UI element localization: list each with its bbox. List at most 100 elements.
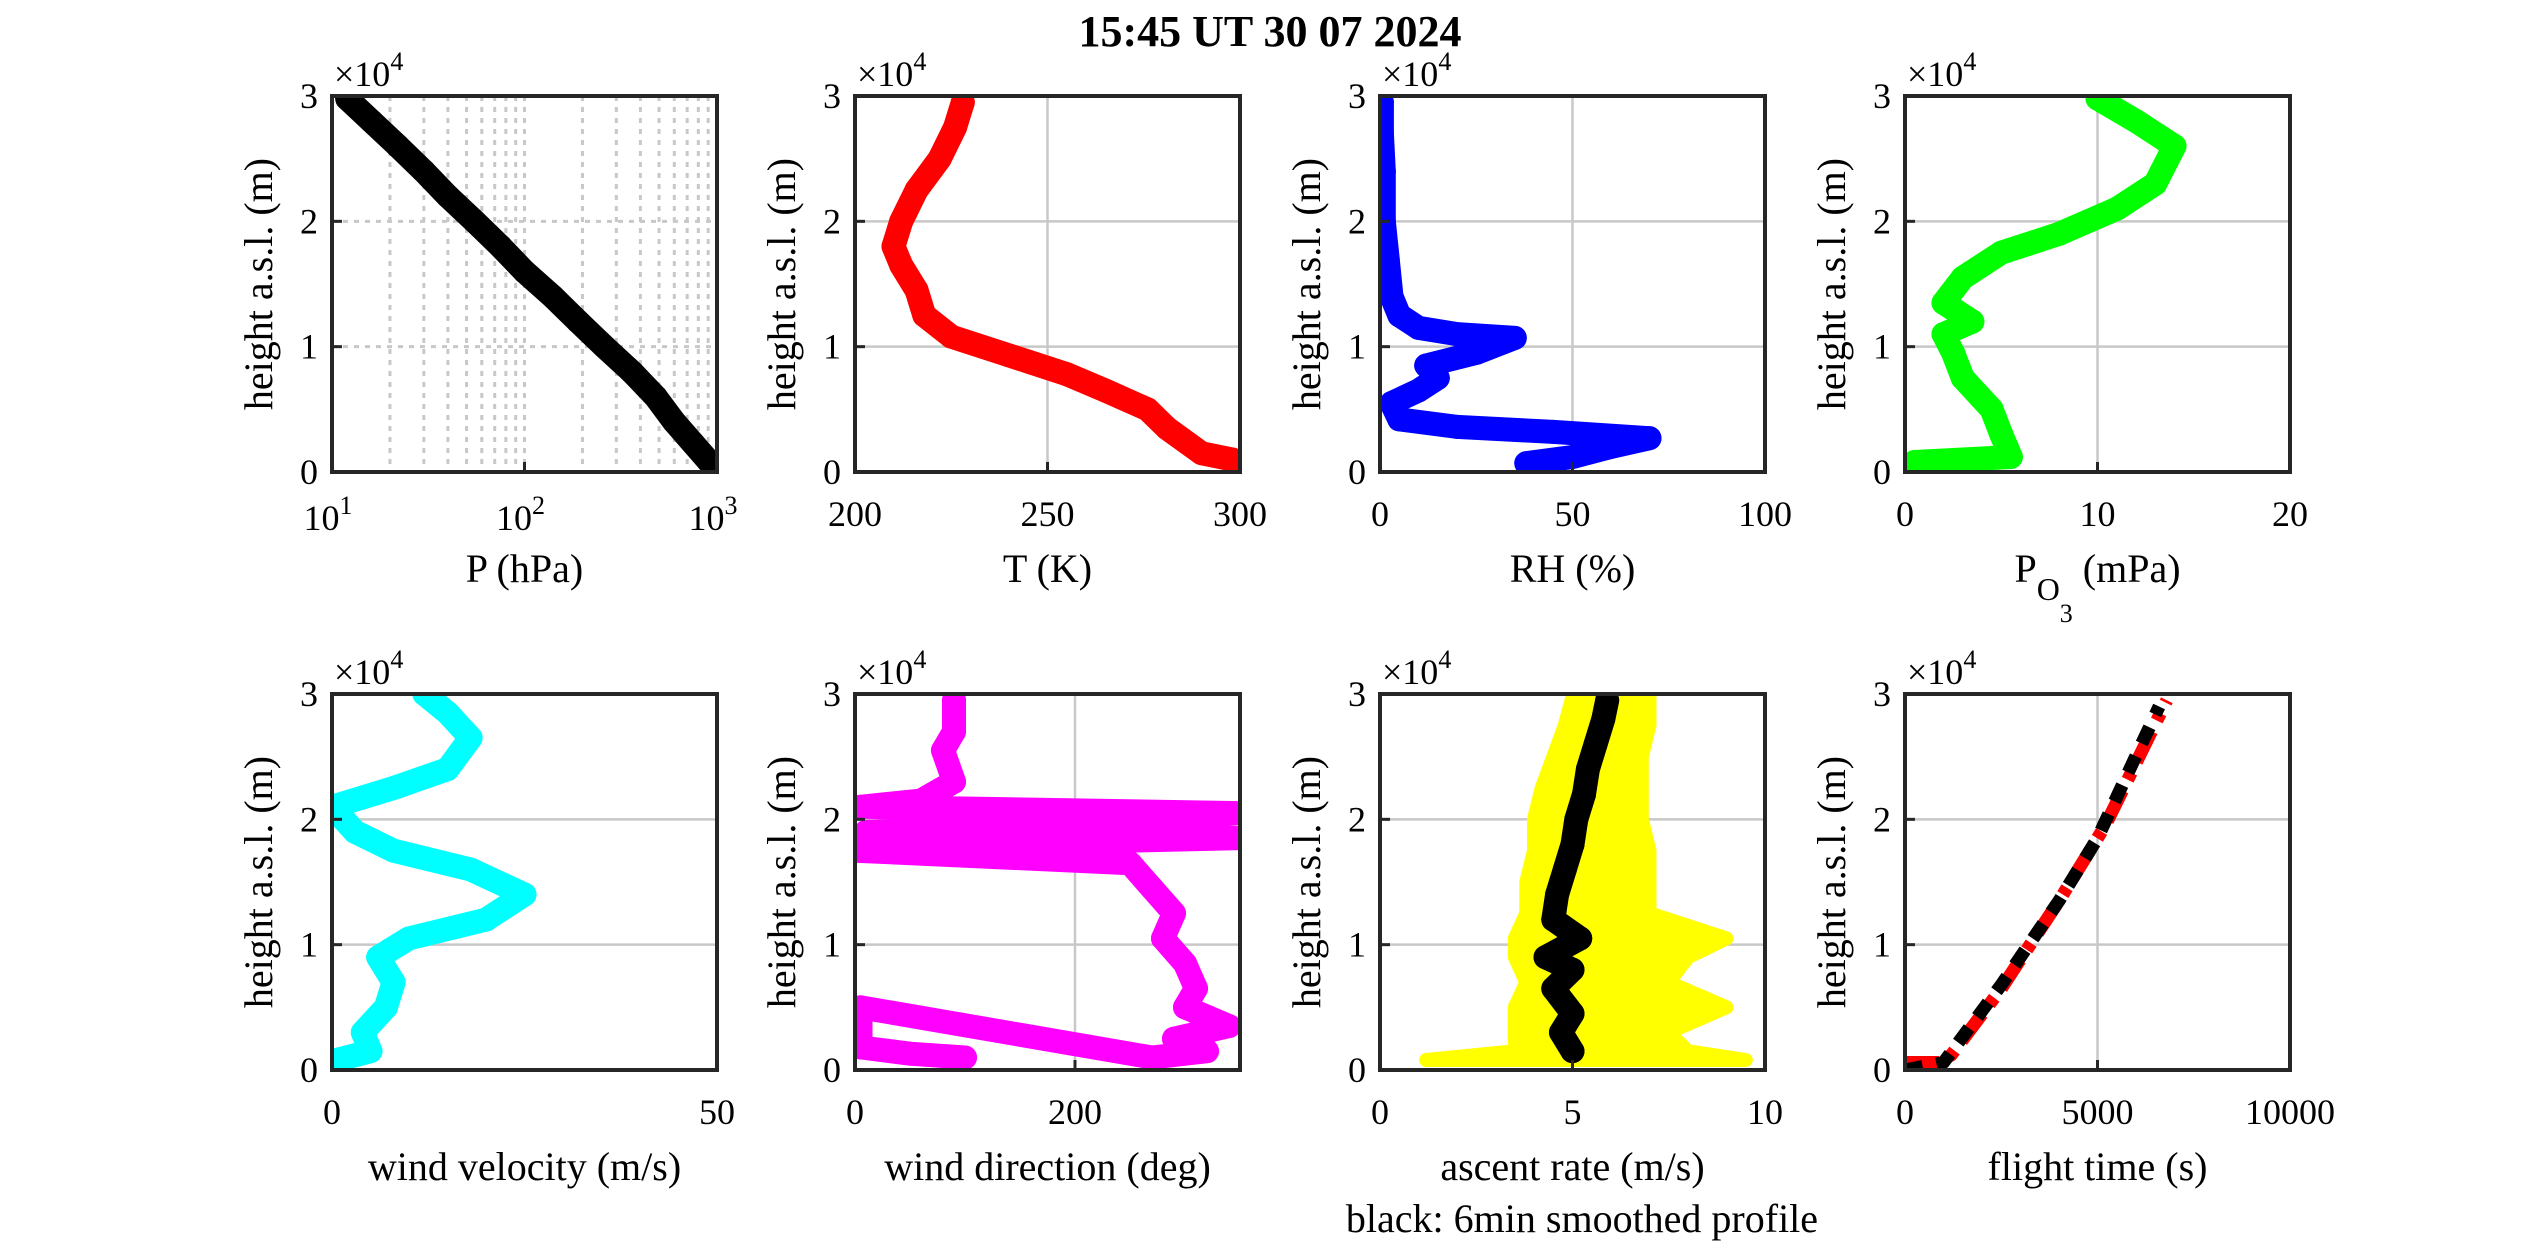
data-point: [1905, 449, 1927, 472]
panel-rh: 0 50 100 0 1 2 3 ×104 RH (%) height a.s.l. (m): [1284, 47, 1792, 591]
smoothing-footnote: black: 6min smoothed profile: [1346, 1196, 1818, 1241]
data-point: [953, 1045, 977, 1070]
data-point: [458, 725, 483, 750]
data-point: [1637, 426, 1662, 451]
data-point: [942, 769, 966, 794]
plot-area: [855, 694, 1240, 1070]
plot-area: [332, 694, 537, 1070]
x-tick-label: 10: [1747, 1092, 1783, 1132]
data-point: [1380, 391, 1404, 416]
y-exponent-label: ×104: [1382, 645, 1451, 692]
plot-area: [1419, 694, 1753, 1067]
data-point: [1560, 1001, 1585, 1026]
flight-line-fit: [1905, 703, 2165, 1070]
y-axis-label: height a.s.l. (m): [1809, 756, 1854, 1008]
data-point: [1560, 444, 1585, 469]
y-tick-label: 3: [823, 674, 841, 714]
data-point: [1220, 447, 1240, 472]
data-point: [1445, 322, 1469, 347]
figure-title: 15:45 UT 30 07 2024: [1079, 7, 1462, 56]
x-tick-label: 0: [1896, 494, 1914, 534]
data-point: [397, 926, 421, 951]
data-point: [1979, 397, 2004, 422]
data-point: [1998, 444, 2023, 469]
y-tick-label: 1: [300, 327, 318, 367]
data-point: [1941, 340, 1966, 365]
data-point: [1093, 378, 1118, 403]
y-tick-label: 3: [300, 674, 318, 714]
y-axis-label: height a.s.l. (m): [759, 756, 804, 1008]
data-point: [1595, 694, 1620, 713]
y-tick-label: 0: [1348, 452, 1366, 492]
data-point: [702, 454, 717, 472]
data-point: [1154, 416, 1179, 441]
data-point: [1162, 901, 1186, 926]
data-point: [1931, 322, 1956, 347]
data-point: [942, 694, 966, 713]
data-point: [1560, 832, 1585, 857]
data-point: [1545, 882, 1570, 907]
data-point: [1228, 801, 1240, 826]
x-tick-label: 5000: [2062, 1092, 2134, 1132]
data-point: [909, 788, 933, 813]
data-point: [435, 700, 460, 725]
y-tick-label: 3: [1873, 674, 1891, 714]
data-point: [855, 995, 873, 1020]
y-tick-label: 3: [1348, 674, 1366, 714]
data-point: [855, 819, 878, 844]
y-axis-label: height a.s.l. (m): [759, 158, 804, 410]
data-point: [566, 309, 591, 334]
data-point: [474, 907, 498, 932]
y-exponent-label: ×104: [857, 47, 926, 94]
data-point: [855, 1014, 873, 1039]
data-point: [855, 838, 867, 863]
y-tick-label: 2: [1348, 799, 1366, 839]
series-trace: [1380, 96, 1662, 472]
flight-line-balloon: [1905, 697, 2173, 1069]
y-exponent-label: ×104: [1382, 47, 1451, 94]
data-point: [1380, 159, 1396, 184]
y-tick-label: 1: [1348, 327, 1366, 367]
data-point: [950, 96, 975, 115]
data-point: [412, 694, 437, 706]
y-tick-label: 0: [823, 1050, 841, 1090]
data-point: [1162, 1026, 1186, 1051]
data-point: [1380, 96, 1394, 115]
y-tick-label: 1: [1873, 925, 1891, 965]
x-tick-label: 102: [496, 491, 545, 538]
data-point: [488, 234, 513, 259]
data-point: [381, 970, 406, 995]
data-point: [2143, 171, 2168, 196]
x-tick-label: 50: [1555, 494, 1591, 534]
y-tick-label: 0: [823, 452, 841, 492]
data-point: [939, 324, 964, 349]
data-point: [435, 184, 460, 209]
data-point: [540, 284, 565, 309]
x-axis-label: P (hPa): [466, 546, 583, 591]
y-tick-label: 0: [300, 452, 318, 492]
y-tick-label: 1: [823, 925, 841, 965]
x-tick-label: 100: [1738, 494, 1792, 534]
y-tick-label: 2: [823, 799, 841, 839]
plot-area: [1905, 697, 2173, 1070]
data-point: [2047, 221, 2071, 246]
data-point: [335, 96, 360, 111]
panel-ascent-rate: 0 5 10 0 1 2 3 ×104 ascent rate (m/s) height a.s.…: [1284, 645, 1783, 1189]
data-point: [1548, 1020, 1573, 1045]
data-point: [1583, 732, 1608, 757]
y-tick-label: 3: [1873, 76, 1891, 116]
data-point: [1140, 876, 1164, 901]
data-point: [942, 719, 966, 744]
data-point: [366, 945, 391, 970]
series-trace: [332, 694, 537, 1070]
data-point: [1217, 1014, 1240, 1039]
panel-wind-direction: 0 200 0 1 2 3 ×104 wind direction (deg) height a…: [759, 645, 1242, 1189]
data-point: [1572, 782, 1597, 807]
data-point: [512, 259, 537, 284]
data-point: [359, 109, 384, 134]
panel-flight-time: 0 5000 10000 0 1 2 3 ×104 flight time (s) height …: [1809, 645, 2335, 1189]
plot-area: [335, 96, 717, 472]
data-point: [1541, 907, 1566, 932]
y-exponent-label: ×104: [857, 645, 926, 692]
data-point: [1380, 121, 1394, 146]
